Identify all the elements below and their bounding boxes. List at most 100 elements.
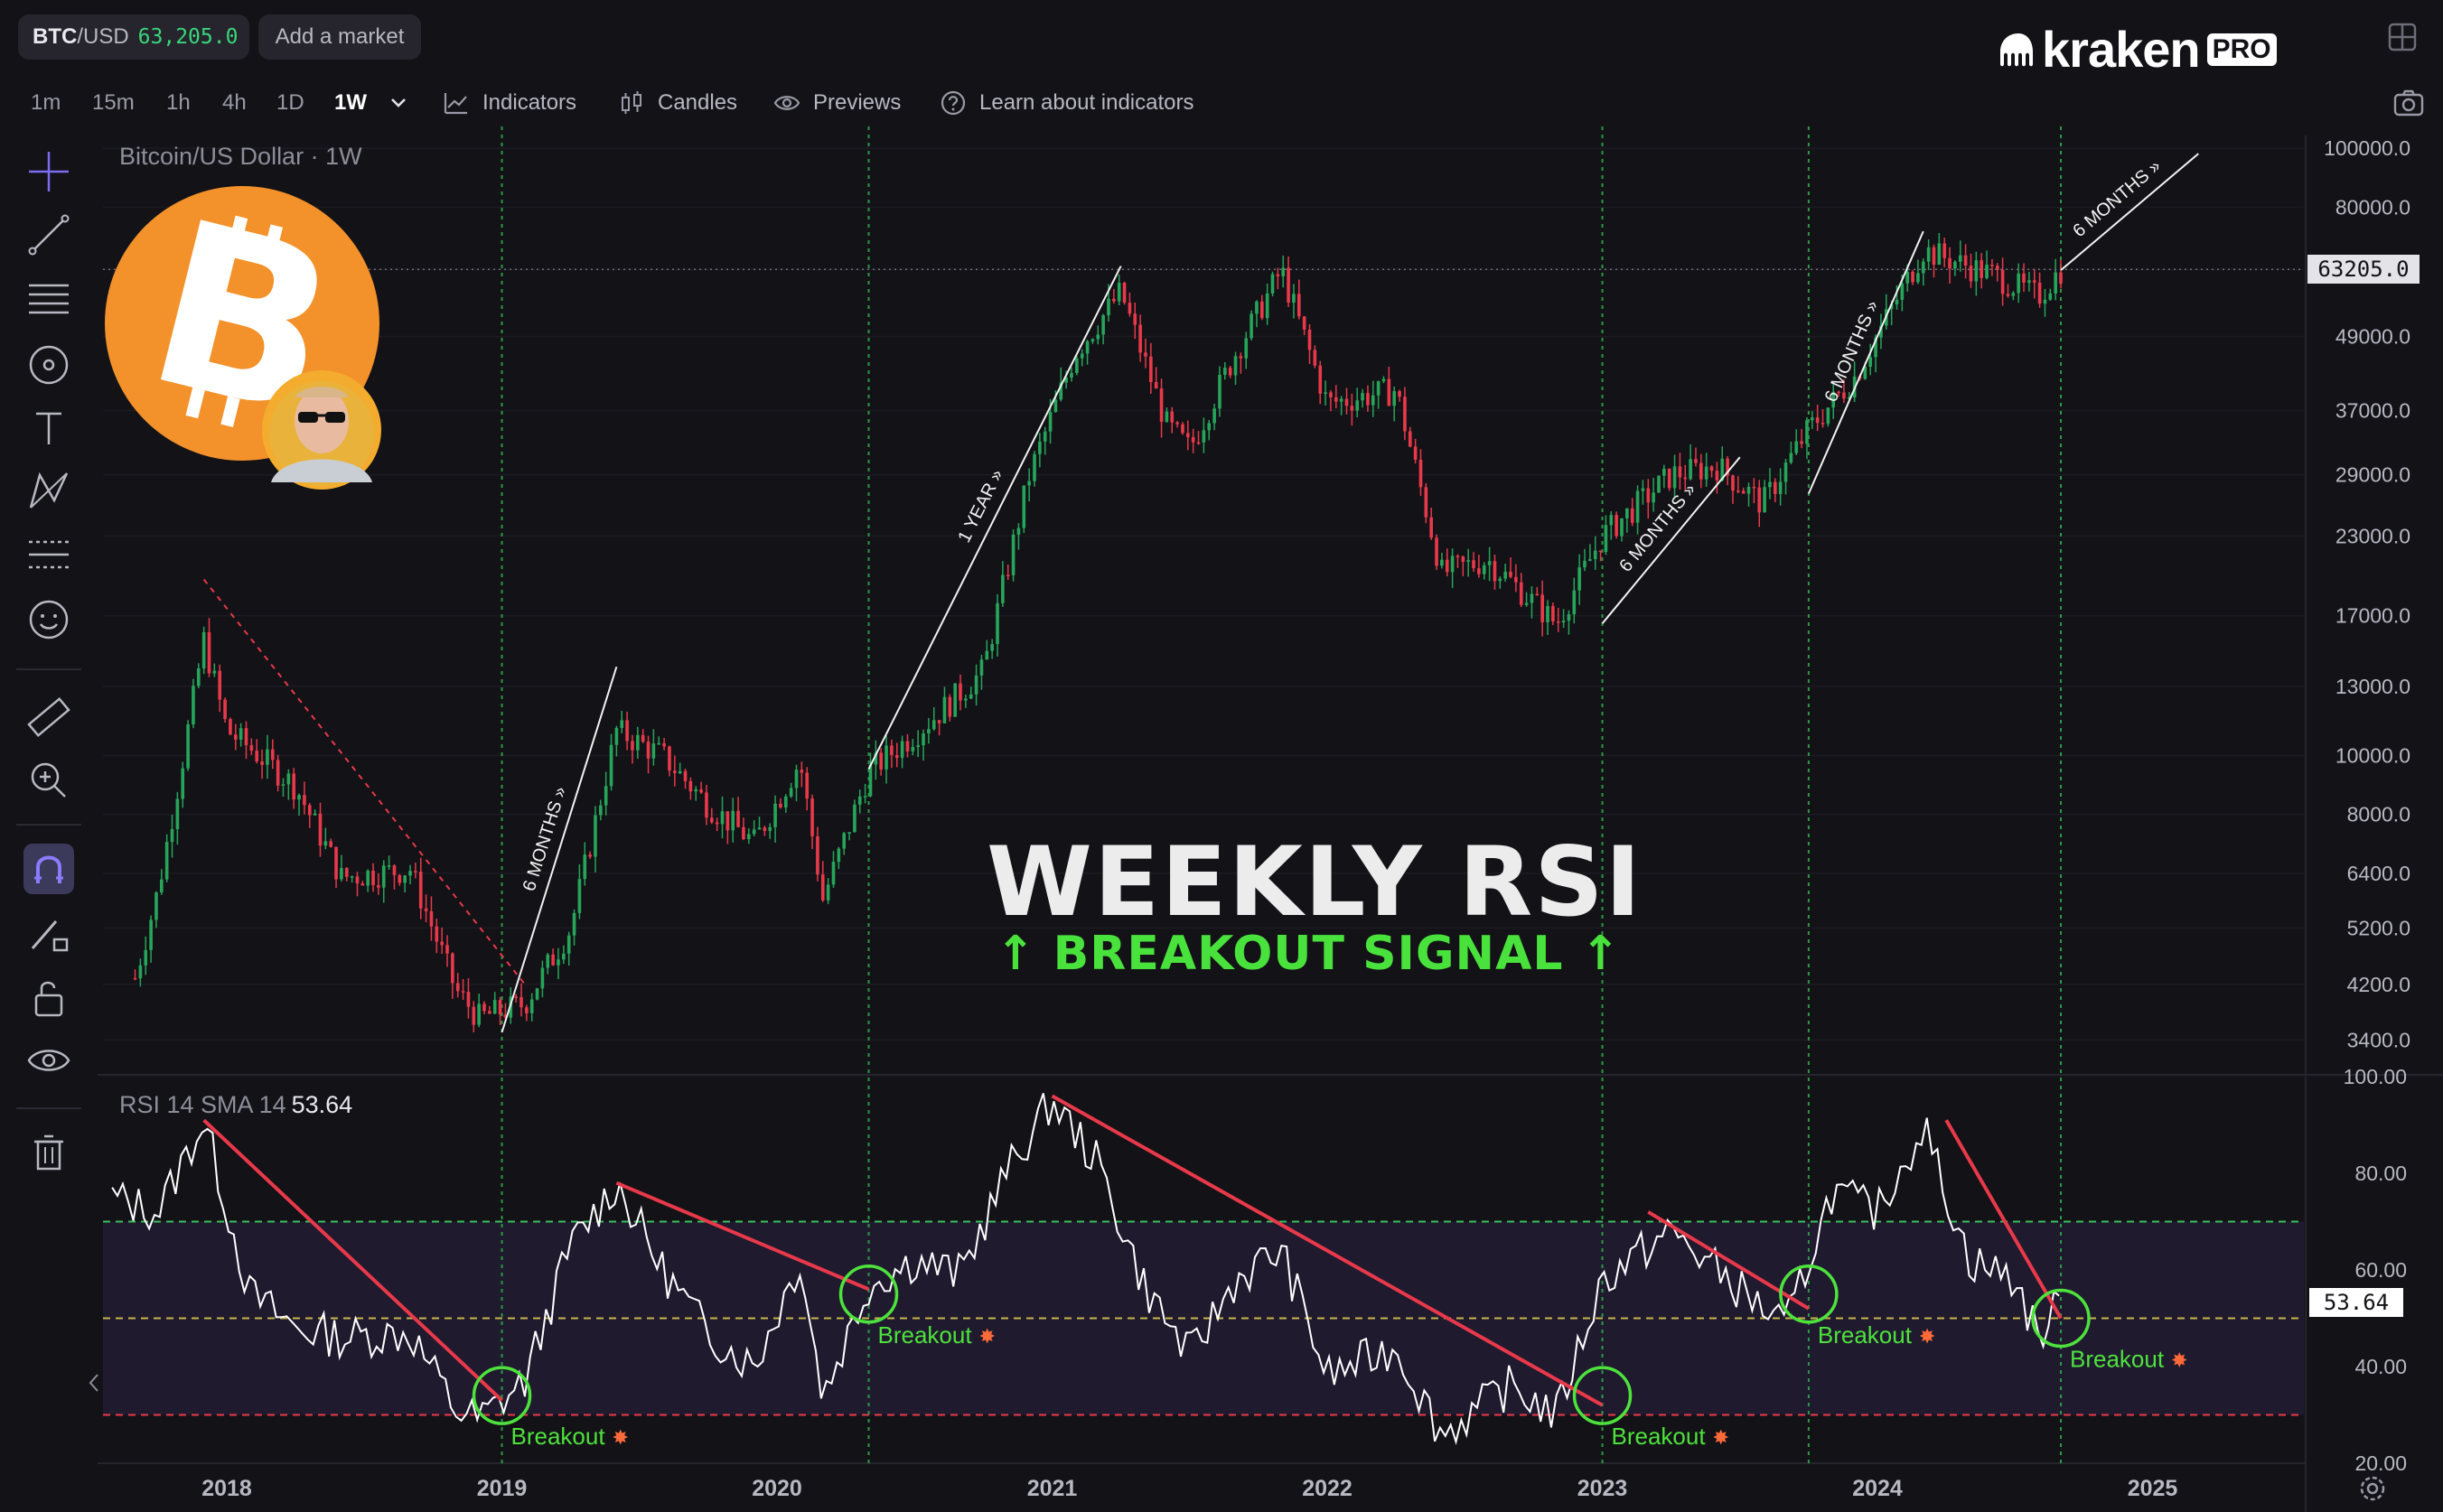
candle <box>1746 486 1751 494</box>
settings-gear-icon[interactable] <box>2356 1472 2389 1505</box>
candle <box>646 742 651 759</box>
candle <box>329 841 333 847</box>
forecast-icon[interactable] <box>23 529 74 580</box>
unlock-icon[interactable] <box>23 972 74 1022</box>
candle <box>620 720 624 728</box>
candle <box>990 644 994 651</box>
candle <box>424 908 428 911</box>
candle <box>1958 255 1962 262</box>
candle <box>340 867 343 880</box>
price-projection-line <box>1807 230 1924 494</box>
burst-icon: ✸ <box>1713 1426 1729 1449</box>
candle <box>1493 561 1497 582</box>
trend-line-icon[interactable] <box>23 210 74 260</box>
candle <box>1292 294 1296 303</box>
candle <box>181 768 185 799</box>
candle <box>144 949 148 966</box>
previews-label: Previews <box>813 90 902 115</box>
timeframe-1h[interactable]: 1h <box>166 90 191 115</box>
candle <box>445 945 449 954</box>
candle <box>1191 437 1195 443</box>
candle <box>1259 301 1264 319</box>
candle <box>207 631 211 674</box>
projection-label: 1 YEAR » <box>954 466 1007 546</box>
candle <box>133 977 137 980</box>
candle <box>266 749 269 765</box>
zoom-icon[interactable] <box>23 755 74 806</box>
time-axis-label: 2024 <box>1852 1476 1903 1501</box>
candle <box>1334 397 1338 402</box>
learn-indicators-button[interactable]: Learn about indicators <box>940 87 1194 119</box>
candle <box>694 789 698 792</box>
add-market-button[interactable]: Add a market <box>258 14 421 60</box>
candle <box>297 795 301 800</box>
candles-icon <box>622 91 641 114</box>
chevron-down-icon[interactable] <box>388 96 408 110</box>
candle <box>1270 274 1275 294</box>
top-bar: BTC/USD 63,205.0 Add a market kraken PRO <box>0 0 2443 76</box>
candle <box>355 876 360 884</box>
indicators-label: Indicators <box>482 90 577 115</box>
candle <box>1736 490 1740 492</box>
candle <box>969 694 973 699</box>
burst-icon: ✸ <box>1919 1325 1935 1348</box>
candle <box>1281 267 1286 276</box>
time-axis-label: 2018 <box>201 1476 252 1501</box>
candle <box>403 875 407 883</box>
pattern-icon[interactable] <box>23 466 74 517</box>
timeframe-1m[interactable]: 1m <box>31 90 61 115</box>
candle <box>1694 459 1698 463</box>
fib-icon[interactable] <box>23 275 74 325</box>
burst-icon: ✸ <box>2171 1349 2187 1372</box>
brush-icon[interactable] <box>23 340 74 390</box>
ruler-icon[interactable] <box>23 692 74 742</box>
timeframe-1w[interactable]: 1W <box>334 90 367 115</box>
candle <box>323 841 328 846</box>
projection-label: 6 MONTHS » <box>1615 480 1699 576</box>
lock-drawing-icon[interactable] <box>23 909 74 959</box>
price-axis-label: 13000.0 <box>2335 675 2410 698</box>
candle <box>2048 293 2053 300</box>
magnet-icon[interactable] <box>23 844 74 894</box>
collapse-arrow-icon[interactable] <box>87 1371 101 1395</box>
layout-grid-icon[interactable] <box>2387 22 2418 52</box>
timeframe-15m[interactable]: 15m <box>92 90 135 115</box>
price-projection-line <box>2060 153 2199 271</box>
trash-icon[interactable] <box>23 1127 74 1178</box>
candle <box>1969 266 1973 282</box>
candle <box>525 1007 529 1013</box>
candle <box>1239 356 1243 359</box>
camera-icon[interactable] <box>2392 87 2425 119</box>
candle <box>905 741 910 751</box>
candle <box>1948 257 1952 269</box>
candle <box>890 745 894 756</box>
candle <box>440 941 444 946</box>
indicators-button[interactable]: Indicators <box>443 87 576 119</box>
eye-visibility-icon[interactable] <box>23 1035 74 1086</box>
candle <box>318 813 323 846</box>
rsi-resistance-trendline <box>202 1118 503 1402</box>
candle <box>281 784 285 786</box>
candle <box>1472 560 1475 569</box>
timeframe-1d[interactable]: 1D <box>276 90 304 115</box>
candle <box>1255 301 1259 314</box>
rsi-value-badge: 53.64 <box>2309 1288 2403 1317</box>
market-selector[interactable]: BTC/USD 63,205.0 <box>18 14 249 60</box>
candle <box>398 874 402 883</box>
candle <box>720 811 725 825</box>
candle <box>1418 459 1423 488</box>
candles-button[interactable]: Candles <box>618 87 737 119</box>
candle <box>668 746 671 771</box>
crosshair-icon[interactable] <box>23 146 74 197</box>
candle <box>488 1011 491 1014</box>
candle <box>699 789 703 793</box>
previews-button[interactable]: Previews <box>773 87 901 119</box>
candle <box>1911 271 1914 283</box>
text-icon[interactable] <box>23 403 74 453</box>
timeframe-4h[interactable]: 4h <box>222 90 247 115</box>
candle <box>820 874 825 901</box>
candle <box>1900 283 1905 300</box>
emoji-icon[interactable] <box>23 594 74 645</box>
last-price-badge: 63205.0 <box>2307 255 2420 284</box>
